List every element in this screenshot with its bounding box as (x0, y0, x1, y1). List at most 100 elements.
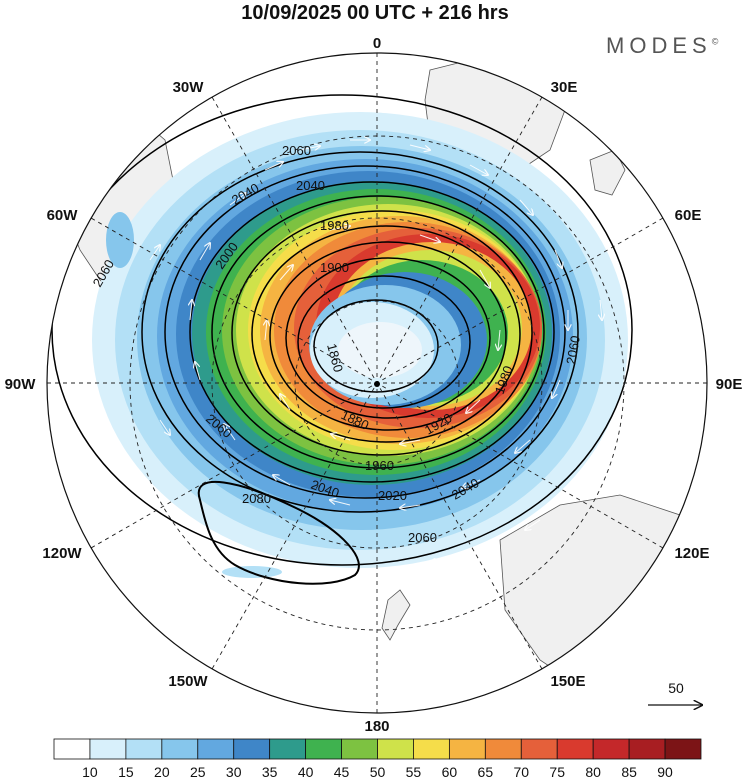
wind-vector (419, 234, 440, 242)
contour-2040 (141, 151, 579, 513)
colorbar-tick-label: 80 (585, 764, 601, 780)
height-contours (51, 94, 633, 585)
wind-vector (462, 479, 481, 488)
new-zealand-landmass (381, 589, 411, 641)
map-border (46, 52, 708, 714)
contour-label: 1900 (320, 260, 349, 275)
wind-vector (159, 419, 170, 435)
lon-label-30e: 30E (551, 79, 578, 96)
wind-vector (331, 434, 351, 441)
wind-vector (265, 320, 267, 341)
contour-1900 (285, 257, 491, 419)
map-interior (47, 53, 707, 713)
colorbar-swatch (89, 738, 127, 760)
colorbar-tick-label: 70 (513, 764, 529, 780)
contour-label: 2080 (242, 491, 271, 506)
lon-label-150e: 150E (550, 673, 585, 690)
wind-vector (552, 379, 561, 398)
south-pole-marker (374, 381, 380, 387)
contour-1920 (269, 241, 507, 431)
colorbar-swatch (413, 738, 450, 760)
colorbar-tick-label: 35 (262, 764, 278, 780)
contour-label: 2020 (378, 488, 407, 503)
colorbar-tick-label: 20 (154, 764, 170, 780)
wind-vector (479, 269, 490, 288)
australia-landmass (499, 494, 707, 701)
wind-vector (299, 146, 320, 150)
wind-vector (515, 439, 531, 453)
colorbar-tick-label: 10 (82, 764, 98, 780)
contour-2080 (197, 480, 360, 585)
colorbar-tick-label: 75 (549, 764, 565, 780)
contour-1980 (211, 195, 545, 469)
copyright-mark: © (711, 36, 719, 47)
colorbar-swatch (161, 738, 199, 760)
contour-2000 (189, 181, 555, 483)
lon-label-150w: 150W (168, 673, 208, 690)
colorbar-tick-label: 60 (442, 764, 458, 780)
wind-vector (224, 424, 236, 441)
contour-label: 1960 (365, 458, 394, 473)
colorbar-swatch (269, 738, 307, 760)
colorbar-swatch (341, 738, 378, 760)
wind-vector (195, 362, 201, 381)
wind-vector (330, 500, 351, 506)
colorbar-swatch (592, 738, 630, 760)
colorbar-tick-label: 65 (478, 764, 494, 780)
colorbar-tick-label: 50 (370, 764, 386, 780)
colorbar-tick-label: 45 (334, 764, 350, 780)
colorbar-swatch (520, 738, 558, 760)
contour-1940 (251, 225, 521, 443)
colorbar-tick-label: 25 (190, 764, 206, 780)
colorbar-swatch (125, 738, 163, 760)
wind-vectors (149, 140, 602, 600)
latitude-circle (211, 217, 543, 549)
wind-vector (600, 299, 602, 320)
colorbar-tick-label: 40 (298, 764, 314, 780)
colorbar-swatch (305, 738, 342, 760)
lon-label-0: 0 (373, 35, 381, 52)
wind-vector (273, 475, 291, 486)
colorbar-tick-label: 15 (118, 764, 134, 780)
contour-1860 (313, 299, 439, 393)
colorbar-tick-label: 30 (226, 764, 242, 780)
wind-vector (430, 560, 451, 562)
colorbar-tick-label: 90 (657, 764, 673, 780)
contour-2020 (164, 165, 566, 499)
colorbar-swatch (664, 738, 702, 760)
brand-name: MODES (606, 33, 712, 58)
contour-1880 (297, 275, 471, 409)
wind-vector (400, 440, 421, 444)
wind-vector (554, 249, 562, 268)
wind-vector (498, 329, 500, 350)
contour-label: 2060 (563, 334, 583, 365)
reference-vector-label: 50 (668, 680, 684, 696)
lon-label-90e: 90E (716, 376, 743, 393)
lon-label-120e: 120E (674, 545, 709, 562)
colorbar-swatch (484, 738, 522, 760)
wind-vector (329, 226, 350, 230)
brand-logo: MODES© (606, 33, 718, 59)
lon-label-60w: 60W (47, 207, 79, 224)
colorbar-swatch (556, 738, 594, 760)
lon-label-60e: 60E (675, 207, 702, 224)
wind-vector (409, 144, 430, 150)
wind-vector (466, 399, 481, 413)
wind-vector (190, 300, 192, 321)
wind-vector (279, 265, 293, 281)
colorbar-swatch (628, 738, 666, 760)
wind-vector (222, 596, 241, 600)
contour-label: 1860 (324, 342, 346, 374)
wind-vector (525, 519, 541, 530)
contour-label: 1980 (320, 218, 349, 233)
lon-label-120w: 120W (42, 545, 82, 562)
chart-title: 10/09/2025 00 UTC + 216 hrs (241, 2, 509, 24)
colorbar-swatch (448, 738, 486, 760)
wind-vector (400, 505, 421, 508)
wind-vector (469, 164, 488, 175)
madagascar-landmass (589, 149, 626, 196)
colorbar-swatch (53, 738, 91, 760)
contour-label: 2040 (296, 178, 325, 193)
contour-label: 2060 (282, 143, 311, 158)
colorbar-swatch (233, 738, 271, 760)
